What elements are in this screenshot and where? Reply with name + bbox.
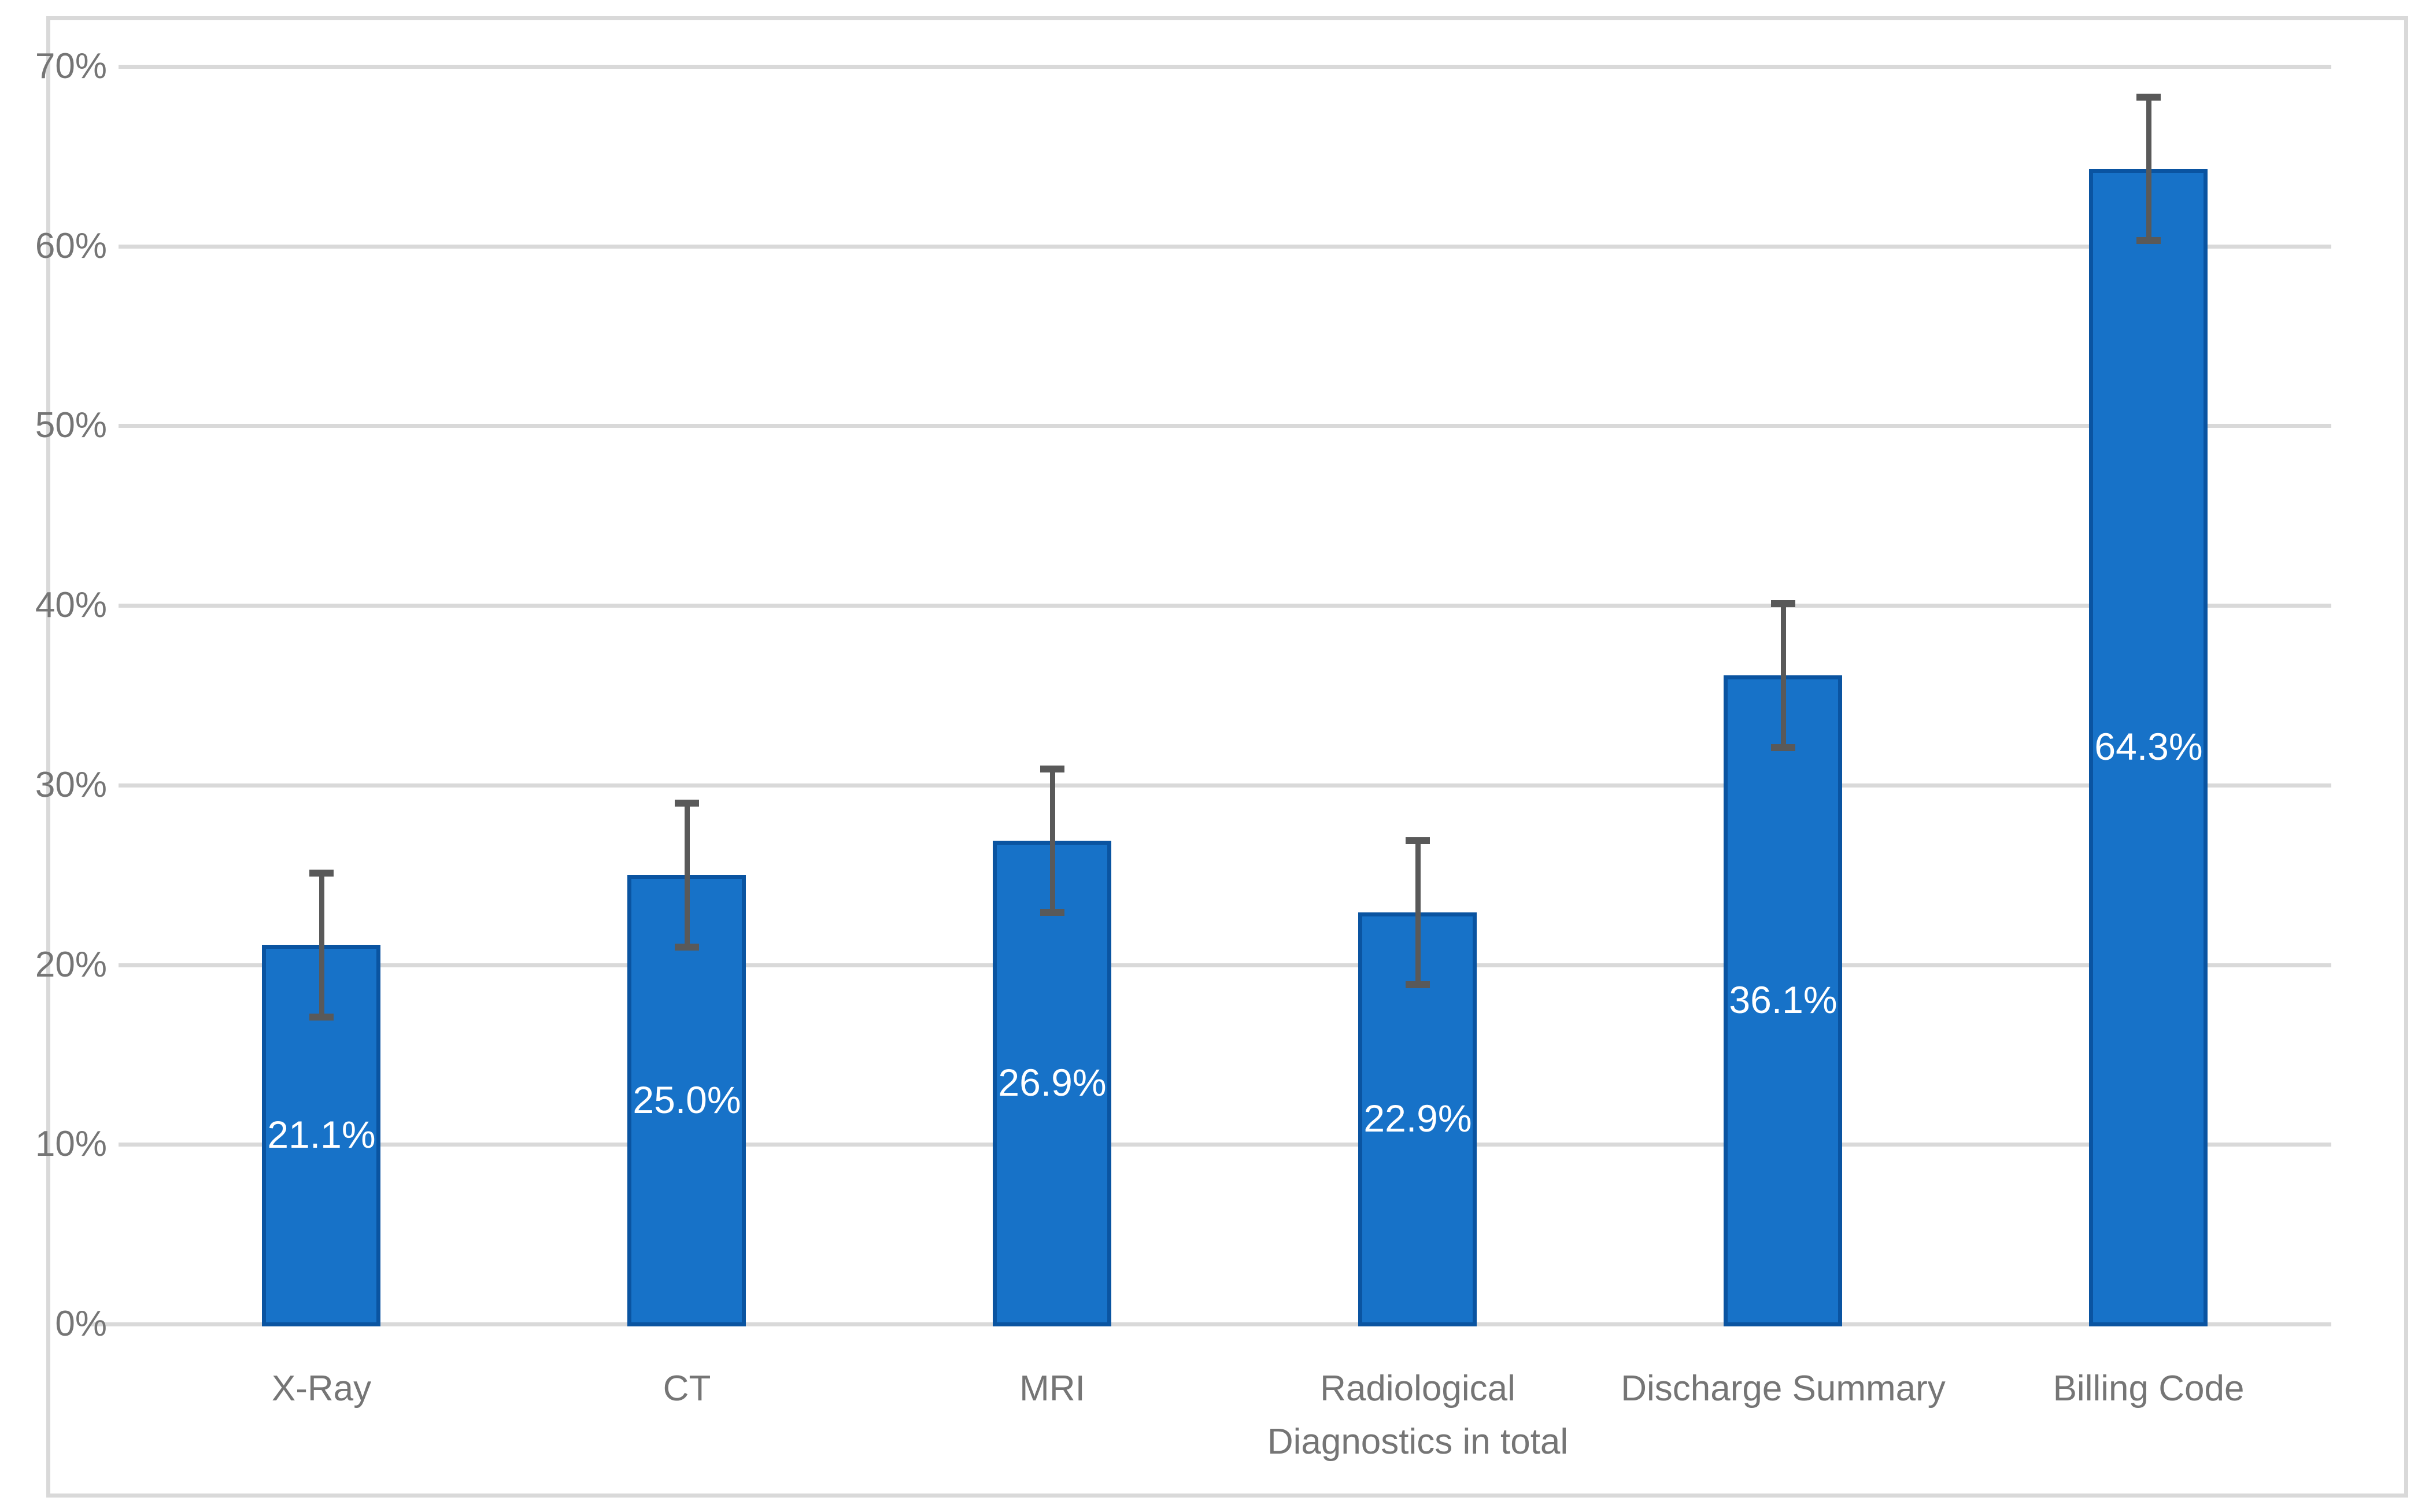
chart-border <box>46 16 2408 1498</box>
gridline <box>90 1322 2331 1326</box>
category-label: MRI <box>1019 1369 1085 1409</box>
error-bar-cap-top <box>1040 766 1064 772</box>
bar <box>2089 169 2208 1326</box>
error-bar <box>1415 841 1421 985</box>
y-axis-tick-label: 10% <box>35 1124 107 1164</box>
error-bar-cap-bottom <box>1406 981 1430 988</box>
error-bar-cap-bottom <box>2136 237 2161 244</box>
error-bar <box>319 873 324 1017</box>
gridline <box>119 245 2331 249</box>
gridline <box>119 783 2331 788</box>
y-axis-tick-label: 30% <box>35 765 107 805</box>
category-label: Radiological Diagnostics in total <box>1267 1369 1569 1462</box>
y-axis-tick-label: 50% <box>35 405 107 445</box>
bar <box>1724 675 1842 1326</box>
gridline <box>119 963 2331 967</box>
bar-data-label: 21.1% <box>267 1113 376 1156</box>
error-bar-cap-top <box>675 800 699 807</box>
gridline <box>119 604 2331 608</box>
bar-data-label: 25.0% <box>633 1078 741 1121</box>
y-axis-tick-label: 70% <box>35 46 107 86</box>
category-label: Discharge Summary <box>1621 1369 1946 1409</box>
error-bar <box>1781 604 1786 748</box>
bar-data-label: 64.3% <box>2094 725 2203 768</box>
error-bar-cap-top <box>309 870 334 877</box>
error-bar <box>1050 769 1055 912</box>
y-axis-tick-label: 0% <box>55 1304 107 1344</box>
bar <box>262 945 380 1326</box>
error-bar-cap-bottom <box>309 1014 334 1021</box>
error-bar-cap-top <box>2136 94 2161 101</box>
gridline <box>119 65 2331 69</box>
error-bar <box>2146 97 2151 241</box>
y-axis-tick-label: 40% <box>35 585 107 625</box>
error-bar-cap-top <box>1406 837 1430 844</box>
gridline <box>119 424 2331 428</box>
category-label: Billing Code <box>2053 1369 2245 1409</box>
error-bar-cap-bottom <box>1771 744 1795 751</box>
category-label: X-Ray <box>271 1369 372 1409</box>
bar-data-label: 36.1% <box>1729 978 1838 1021</box>
gridline <box>119 1143 2331 1147</box>
error-bar-cap-bottom <box>1040 909 1064 916</box>
y-axis-tick-label: 20% <box>35 945 107 985</box>
error-bar <box>685 803 690 947</box>
bar-data-label: 22.9% <box>1363 1097 1472 1140</box>
error-bar-cap-bottom <box>675 944 699 951</box>
y-axis-tick-label: 60% <box>35 226 107 266</box>
bar-data-label: 26.9% <box>998 1061 1107 1104</box>
error-bar-cap-top <box>1771 600 1795 607</box>
bar <box>993 841 1111 1326</box>
category-label: CT <box>663 1369 711 1409</box>
